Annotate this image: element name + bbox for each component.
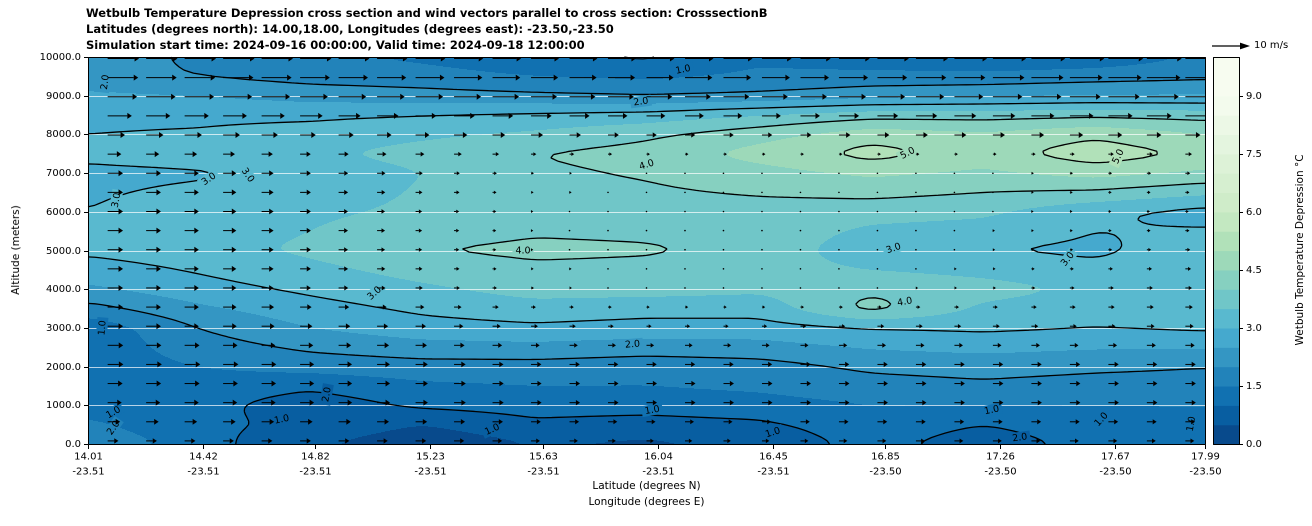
x-axis-label-latitude: Latitude (degrees N) [592,480,701,492]
reference-arrow-icon [1212,42,1250,49]
quiver-key-label: 10 m/s [1254,40,1289,51]
chart-title: Wetbulb Temperature Depression cross sec… [86,5,768,53]
title-line-1: Wetbulb Temperature Depression cross sec… [86,6,768,20]
x-axis-label-longitude: Longitude (degrees E) [588,496,705,508]
title-line-2: Latitudes (degrees north): 14.00,18.00, … [86,22,614,36]
y-axis-label: Altitude (meters) [10,205,22,295]
title-line-3: Simulation start time: 2024-09-16 00:00:… [86,38,585,52]
colorbar-label: Wetbulb Temperature Depression °C [1294,154,1306,346]
quiver-key: 10 m/s [1212,40,1288,51]
